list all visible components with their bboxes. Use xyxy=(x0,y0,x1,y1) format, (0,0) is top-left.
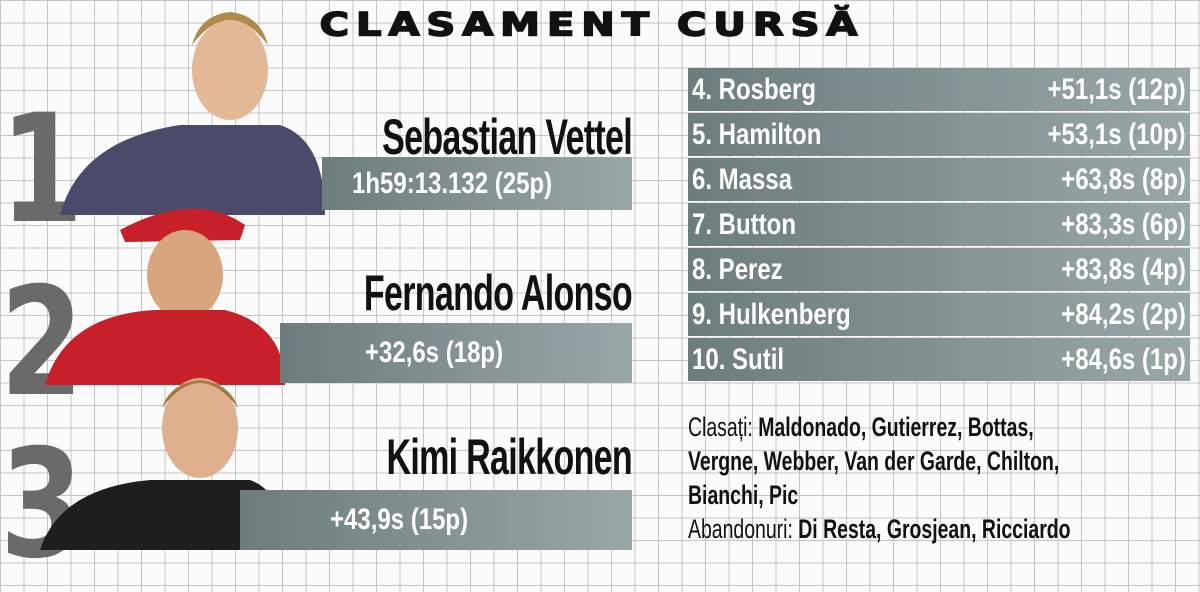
standing-driver: 8. Perez xyxy=(692,252,783,286)
standing-result: +83,8s (4p) xyxy=(1061,252,1186,286)
classified-line-1: Clasați: Maldonado, Gutierrez, Bottas, xyxy=(688,410,1200,444)
rank-number-1: 1 xyxy=(0,83,84,257)
result-1: 1h59:13.132 (25p) xyxy=(352,167,553,200)
retired-label: Abandonuri: xyxy=(688,514,793,544)
classified-drivers-3: Bianchi, Pic xyxy=(688,480,799,510)
race-notes: Clasați: Maldonado, Gutierrez, Bottas, V… xyxy=(688,410,1200,546)
standing-result: +51,1s (12p) xyxy=(1047,72,1186,106)
page-title: CLASAMENT CURSĂ xyxy=(319,6,865,44)
classified-line-2: Vergne, Webber, Van der Garde, Chilton, xyxy=(688,444,1200,478)
driver-photo-raikkonen xyxy=(40,368,285,550)
standing-row: 9. Hulkenberg +84,2s (2p) xyxy=(688,293,1190,336)
result-2: +32,6s (18p) xyxy=(365,336,504,369)
standing-driver: 6. Massa xyxy=(692,162,793,196)
standing-row: 6. Massa +63,8s (8p) xyxy=(688,158,1190,201)
standing-result: +84,2s (2p) xyxy=(1061,297,1186,331)
standing-driver: 10. Sutil xyxy=(692,342,785,376)
driver-name-3: Kimi Raikkonen xyxy=(386,429,632,485)
result-bar-2: +32,6s (18p) xyxy=(280,323,632,383)
standing-row: 8. Perez +83,8s (4p) xyxy=(688,248,1190,291)
standing-row: 10. Sutil +84,6s (1p) xyxy=(688,338,1190,381)
standing-driver: 5. Hamilton xyxy=(692,117,822,151)
standing-result: +63,8s (8p) xyxy=(1061,162,1186,196)
result-bar-1: 1h59:13.132 (25p) xyxy=(322,157,632,210)
retired-line: Abandonuri: Di Resta, Grosjean, Ricciard… xyxy=(688,512,1200,546)
standing-driver: 9. Hulkenberg xyxy=(692,297,851,331)
result-3: +43,9s (15p) xyxy=(330,503,469,536)
standing-result: +84,6s (1p) xyxy=(1061,342,1186,376)
classified-drivers-2: Vergne, Webber, Van der Garde, Chilton, xyxy=(688,446,1060,476)
standing-row: 5. Hamilton +53,1s (10p) xyxy=(688,113,1190,156)
classified-line-3: Bianchi, Pic xyxy=(688,478,1200,512)
driver-photo-vettel xyxy=(40,0,325,215)
standing-driver: 4. Rosberg xyxy=(692,72,817,106)
driver-name-2: Fernando Alonso xyxy=(363,265,633,321)
standing-result: +53,1s (10p) xyxy=(1047,117,1186,151)
standing-row: 4. Rosberg +51,1s (12p) xyxy=(688,68,1190,111)
standing-row: 7. Button +83,3s (6p) xyxy=(688,203,1190,246)
rank-number-3: 3 xyxy=(0,418,84,592)
classified-label: Clasați: xyxy=(688,412,753,442)
retired-drivers: Di Resta, Grosjean, Ricciardo xyxy=(798,514,1071,544)
driver-photo-alonso xyxy=(45,190,285,385)
standing-result: +83,3s (6p) xyxy=(1061,207,1186,241)
classified-drivers-1: Maldonado, Gutierrez, Bottas, xyxy=(758,412,1034,442)
driver-name-1: Sebastian Vettel xyxy=(382,109,633,165)
standing-driver: 7. Button xyxy=(692,207,796,241)
result-bar-3: +43,9s (15p) xyxy=(240,490,632,550)
